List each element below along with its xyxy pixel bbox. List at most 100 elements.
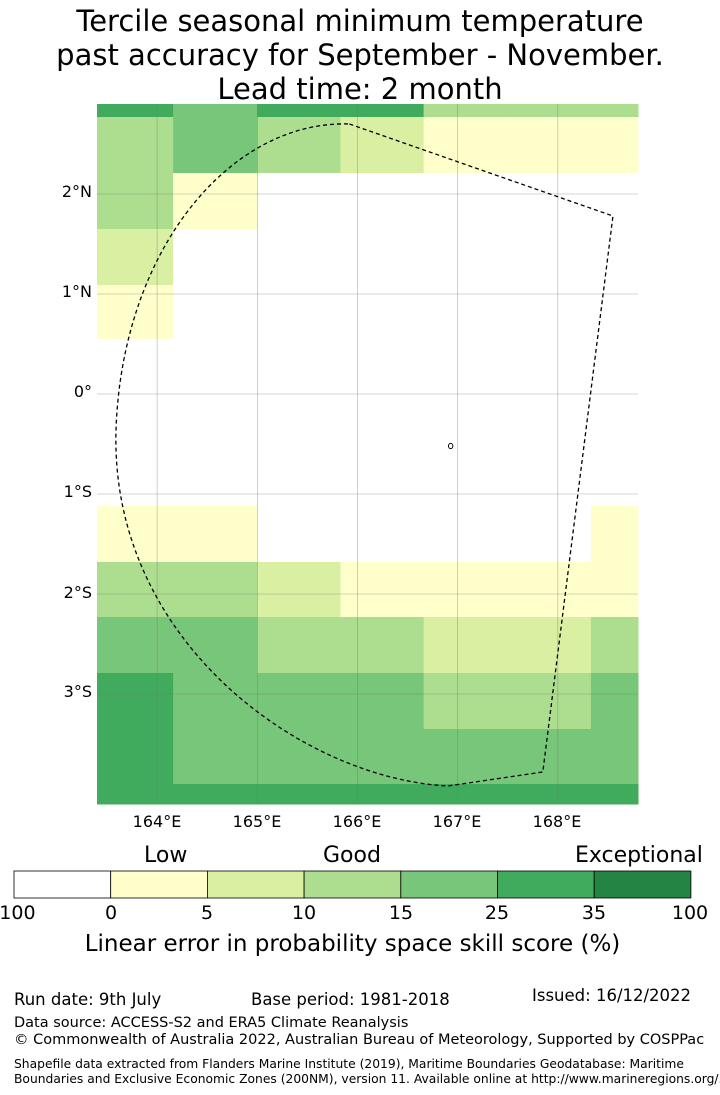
skill-cell <box>173 173 258 230</box>
skill-cell <box>590 104 639 118</box>
skill-cell <box>97 117 174 174</box>
skill-cell <box>173 285 258 340</box>
lon-label-164e: 164°E <box>132 812 182 831</box>
skill-cell <box>590 784 639 805</box>
shapefile-credit-2: Boundaries and Exclusive Economic Zones … <box>14 1072 720 1086</box>
skill-cell <box>257 117 341 174</box>
skill-cell <box>507 117 592 174</box>
issued-date: Issued: 16/12/2022 <box>532 986 692 1005</box>
skill-cell <box>340 104 425 118</box>
skill-cell <box>173 673 258 730</box>
skill-cell <box>173 562 258 618</box>
skill-cell <box>257 104 341 118</box>
skill-cell <box>257 506 341 563</box>
lon-label-167e: 167°E <box>432 812 482 831</box>
skill-cell <box>97 339 174 507</box>
skill-cell <box>97 506 174 563</box>
skill-cell <box>340 229 425 286</box>
skill-cell <box>257 173 341 230</box>
colorbar-tick: 10 <box>291 902 317 924</box>
skill-cell <box>340 673 425 730</box>
lon-label-166e: 166°E <box>332 812 382 831</box>
skill-cell <box>97 673 174 730</box>
skill-cell <box>590 562 639 618</box>
colorbar-tick: 15 <box>388 902 414 924</box>
colorbar-tick: 0 <box>104 902 118 924</box>
skill-cell <box>257 229 341 286</box>
skill-cell <box>340 506 425 563</box>
colorbar-tick: 100 <box>671 902 709 924</box>
skill-cell <box>97 729 174 785</box>
skill-cell <box>590 617 639 674</box>
skill-cell <box>590 173 639 230</box>
colorbar-swatch <box>303 870 402 899</box>
skill-cell <box>173 229 258 286</box>
skill-cell <box>507 673 592 730</box>
skill-cell <box>340 173 425 230</box>
colorbar-swatch <box>13 870 112 899</box>
lat-label-1s: 1°S <box>63 482 92 501</box>
skill-cell <box>423 285 509 340</box>
skill-cell <box>257 285 341 340</box>
skill-cell <box>340 784 425 805</box>
skill-cell <box>257 339 341 507</box>
skill-cell <box>423 104 509 118</box>
skill-cell <box>257 617 341 674</box>
category-good: Good <box>323 843 381 868</box>
skill-cell <box>173 729 258 785</box>
lon-label-168e: 168°E <box>532 812 582 831</box>
category-exceptional: Exceptional <box>575 843 703 868</box>
skill-cell <box>590 229 639 286</box>
skill-cell <box>590 729 639 785</box>
skill-cell <box>423 562 509 618</box>
lat-label-0: 0° <box>73 382 92 401</box>
colorbar-swatch <box>206 870 305 899</box>
skill-cell <box>173 784 258 805</box>
skill-cell <box>507 562 592 618</box>
skill-cell <box>423 673 509 730</box>
eez-boundary <box>115 123 614 787</box>
title-line-1: Tercile seasonal minimum temperature <box>76 4 644 38</box>
skill-cell <box>257 562 341 618</box>
skill-cell <box>507 729 592 785</box>
colorbar-tick: 5 <box>200 902 214 924</box>
colorbar <box>13 870 692 899</box>
skill-cell <box>340 339 425 507</box>
lat-label-1n: 1°N <box>61 282 92 301</box>
skill-cell <box>173 117 258 174</box>
skill-cell <box>340 729 425 785</box>
skill-cell <box>97 784 174 805</box>
colorbar-swatch <box>593 870 692 899</box>
colorbar-swatch <box>497 870 595 899</box>
skill-cell <box>423 117 509 174</box>
skill-cell <box>340 617 425 674</box>
colorbar-swatch <box>110 870 208 899</box>
copyright: © Commonwealth of Australia 2022, Austra… <box>14 1032 705 1048</box>
island-outline <box>447 442 454 450</box>
skill-cell <box>507 339 592 507</box>
skill-cell <box>257 673 341 730</box>
lat-label-2s: 2°S <box>63 583 92 602</box>
title-line-2: past accuracy for September - November. <box>56 38 664 72</box>
skill-cell <box>423 506 509 563</box>
skill-cell <box>173 339 258 507</box>
skill-map <box>97 104 639 805</box>
skill-cell <box>257 729 341 785</box>
skill-cell <box>507 229 592 286</box>
skill-cell <box>590 117 639 174</box>
skill-cell <box>423 617 509 674</box>
skill-cell <box>173 506 258 563</box>
skill-cell <box>97 617 174 674</box>
lat-label-3s: 3°S <box>63 682 92 701</box>
skill-cell <box>423 339 509 507</box>
category-low: Low <box>144 843 188 868</box>
skill-cell <box>340 562 425 618</box>
skill-cell <box>173 617 258 674</box>
skill-cell <box>173 104 258 118</box>
skill-cell <box>423 229 509 286</box>
run-date: Run date: 9th July <box>14 990 162 1009</box>
skill-cell <box>423 784 509 805</box>
skill-cell <box>423 173 509 230</box>
skill-cell <box>97 285 174 340</box>
colorbar-tick: -100 <box>0 902 36 924</box>
